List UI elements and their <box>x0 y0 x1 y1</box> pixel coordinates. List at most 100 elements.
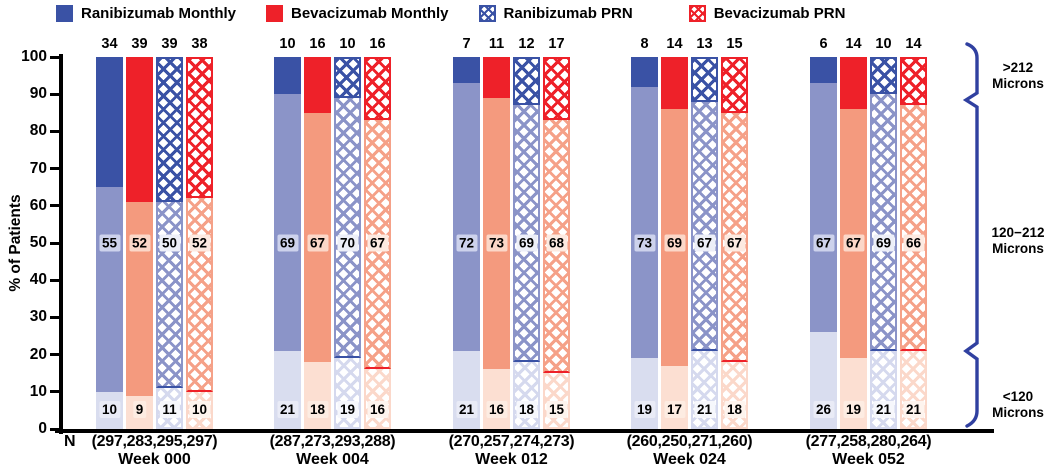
value-label-lt120: 18 <box>515 401 538 418</box>
value-label-gt212: 14 <box>845 36 862 52</box>
segment-gt212 <box>543 57 570 121</box>
bar: 7 72 21 <box>453 36 480 429</box>
segment-120-212 <box>126 202 153 396</box>
y-tick-label: 20 <box>29 345 47 363</box>
segment-lt120 <box>840 358 867 429</box>
bar: 14 66 21 <box>900 36 927 429</box>
region-label-line: <120 <box>1002 389 1034 404</box>
segment-120-212 <box>156 202 183 389</box>
value-label-lt120: 15 <box>545 401 568 418</box>
segment-gt212 <box>721 57 748 113</box>
region-label-line: Microns <box>992 76 1044 91</box>
n-prefix-label: N <box>64 433 76 450</box>
n-values: (277,258,280,264) <box>805 433 932 450</box>
segment-gt212 <box>840 57 867 110</box>
cluster-week-012: 7 72 21 11 73 16 12 69 18 17 68 15 <box>453 36 570 429</box>
y-tick-mark <box>50 390 59 394</box>
value-label-mid: 73 <box>633 234 656 252</box>
y-tick-label: 10 <box>29 382 47 400</box>
segment-lt120 <box>513 362 540 429</box>
segment-gt212 <box>453 57 480 84</box>
bar: 16 67 18 <box>304 36 331 429</box>
value-label-lt120: 19 <box>336 401 359 418</box>
legend-label: Bevacizumab Monthly <box>291 5 449 22</box>
y-tick-mark <box>50 315 59 319</box>
week-label: Week 024 <box>653 451 726 465</box>
value-label-mid: 72 <box>455 234 478 252</box>
segment-120-212 <box>631 86 658 359</box>
cluster-week-024: 8 73 19 14 69 17 13 67 21 15 67 18 <box>631 36 748 429</box>
legend-label: Ranibizumab Monthly <box>81 5 236 22</box>
value-label-mid: 73 <box>485 234 508 252</box>
segment-gt212 <box>334 57 361 98</box>
segment-gt212 <box>96 57 123 188</box>
segment-lt120 <box>661 365 688 429</box>
segment-gt212 <box>156 57 183 203</box>
plot-area: 100 90 80 70 60 50 40 30 20 10 0 34 55 10 39 52 9 39 50 11… <box>21 36 994 437</box>
value-label-lt120: 11 <box>159 401 180 418</box>
region-label-line: >212 <box>1002 60 1034 75</box>
value-label-lt120: 21 <box>693 401 716 418</box>
bar: 34 55 10 <box>96 36 123 429</box>
value-label-mid: 55 <box>98 234 121 252</box>
value-label-mid: 67 <box>812 234 835 252</box>
y-tick-mark <box>50 353 59 357</box>
value-label-gt212: 10 <box>875 36 892 52</box>
solid-swatch-icon <box>56 5 73 22</box>
value-label-gt212: 34 <box>101 36 118 52</box>
value-label-gt212: 14 <box>666 36 683 52</box>
bar: 14 67 19 <box>840 36 867 429</box>
legend-label: Bevacizumab PRN <box>713 5 846 22</box>
bar: 8 73 19 <box>631 36 658 429</box>
y-axis-line <box>59 54 63 434</box>
segment-gt212 <box>274 57 301 95</box>
bar: 13 67 21 <box>691 36 718 429</box>
value-label-mid: 67 <box>366 234 389 252</box>
value-label-gt212: 12 <box>518 36 535 52</box>
value-label-mid: 69 <box>276 234 299 252</box>
week-label: Week 004 <box>296 451 369 465</box>
y-tick-label: 70 <box>29 159 47 177</box>
right-brace-path <box>962 42 979 428</box>
segment-lt120 <box>483 369 510 429</box>
bar: 17 68 15 <box>543 36 570 429</box>
hatched-swatch-icon <box>478 5 496 22</box>
value-label-gt212: 16 <box>369 36 386 52</box>
value-label-lt120: 19 <box>842 401 865 418</box>
segment-120-212 <box>840 109 867 359</box>
y-tick-mark <box>50 92 59 96</box>
value-label-gt212: 39 <box>161 36 178 52</box>
segment-gt212 <box>513 57 540 106</box>
value-label-lt120: 26 <box>812 401 835 418</box>
value-label-mid: 66 <box>902 234 925 252</box>
region-label-line: 120−212 <box>991 225 1045 240</box>
value-label-lt120: 18 <box>306 401 329 418</box>
segment-gt212 <box>364 57 391 121</box>
segment-gt212 <box>304 57 331 113</box>
segment-120-212 <box>810 83 837 333</box>
value-label-gt212: 10 <box>279 36 296 52</box>
value-label-lt120: 21 <box>902 401 925 418</box>
segment-lt120 <box>334 358 361 429</box>
value-label-mid: 67 <box>306 234 329 252</box>
value-label-gt212: 10 <box>339 36 356 52</box>
segment-lt120 <box>631 358 658 429</box>
segment-gt212 <box>126 57 153 203</box>
cluster-week-004: 10 69 21 16 67 18 10 70 19 16 67 16 <box>274 36 391 429</box>
region-label-2: 120−212 Microns <box>986 225 1050 257</box>
value-label-gt212: 7 <box>462 36 471 52</box>
y-tick-mark <box>50 241 59 245</box>
segment-120-212 <box>513 105 540 363</box>
value-label-gt212: 38 <box>191 36 208 52</box>
value-label-lt120: 18 <box>723 401 746 418</box>
value-label-lt120: 17 <box>663 401 686 418</box>
bar: 11 73 16 <box>483 36 510 429</box>
value-label-lt120: 9 <box>132 401 147 418</box>
week-label: Week 000 <box>118 451 191 465</box>
y-tick-label: 100 <box>21 48 47 65</box>
y-tick-label: 0 <box>38 420 47 437</box>
legend-item-1: Ranibizumab Monthly <box>56 5 236 22</box>
value-label-gt212: 6 <box>819 36 828 52</box>
segment-gt212 <box>661 57 688 110</box>
